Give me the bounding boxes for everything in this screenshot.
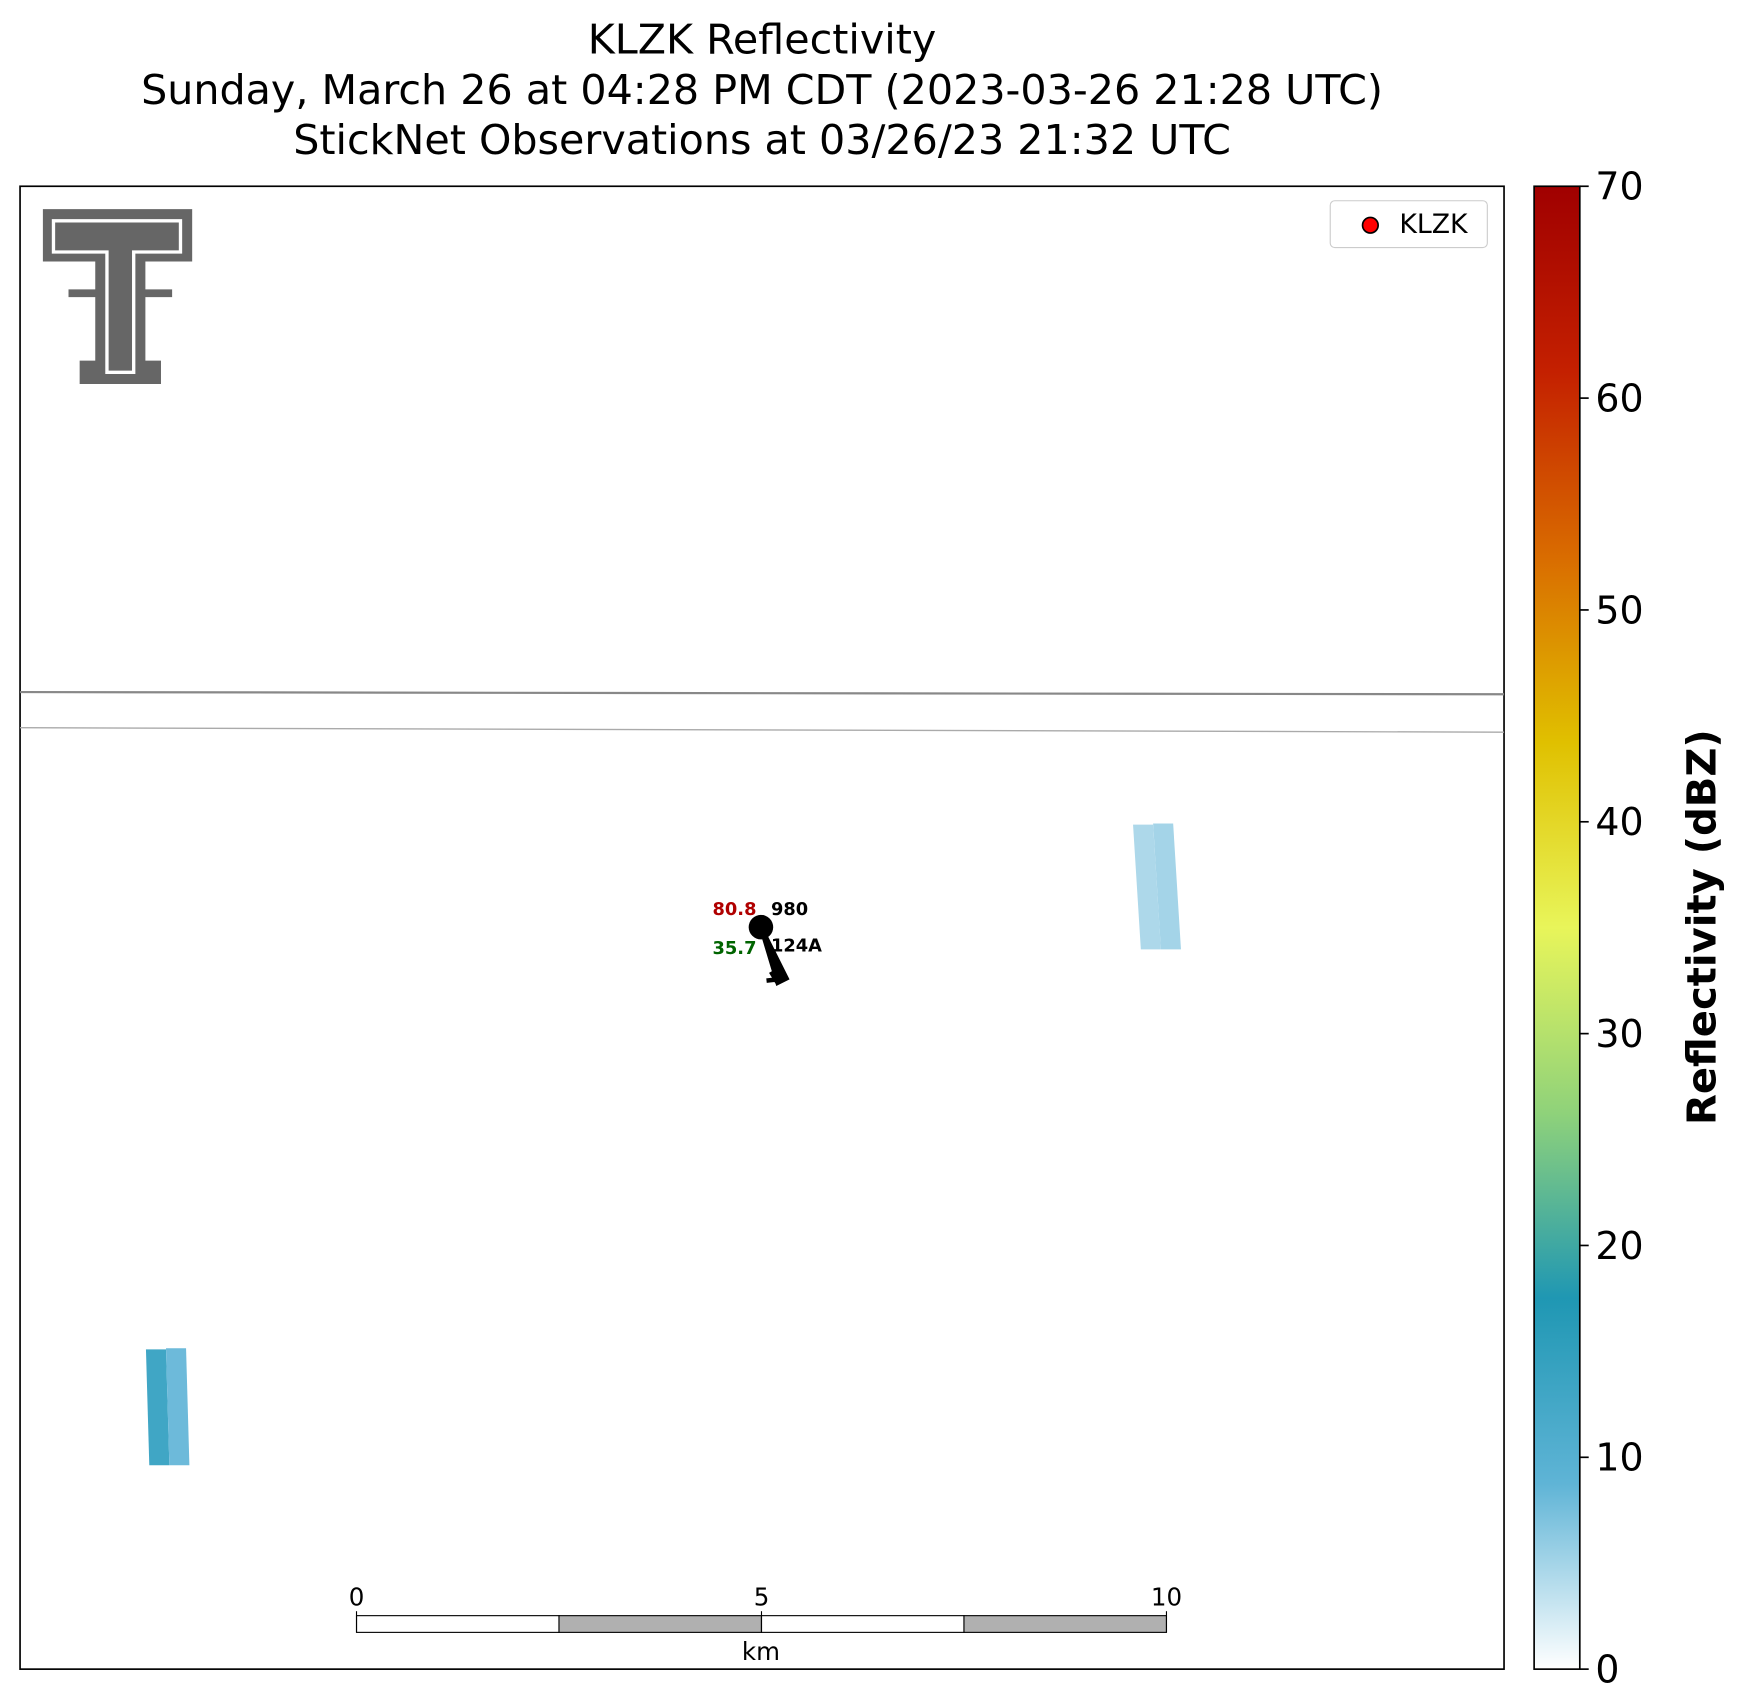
map-border bbox=[20, 690, 1505, 696]
dewpoint: 35.7 bbox=[713, 938, 757, 959]
colorbar-tick-label: 30 bbox=[1595, 1012, 1643, 1056]
legend-marker bbox=[1361, 216, 1379, 234]
scalebar-tick-label: 10 bbox=[1151, 1583, 1182, 1612]
colorbar-tick-label: 70 bbox=[1595, 165, 1643, 209]
legend: KLZK bbox=[1329, 200, 1488, 249]
colorbar-tick-label: 0 bbox=[1595, 1648, 1619, 1692]
reflectivity-cell bbox=[1153, 823, 1181, 950]
colorbar-tick-label: 50 bbox=[1595, 588, 1643, 632]
legend-box bbox=[1329, 200, 1488, 249]
wind-barb bbox=[758, 926, 790, 987]
legend-label: KLZK bbox=[1399, 209, 1469, 240]
reflectivity-cell bbox=[145, 1349, 170, 1466]
scalebar-segment bbox=[963, 1615, 1168, 1633]
colorbar-tick-label: 60 bbox=[1595, 376, 1643, 420]
logo bbox=[39, 205, 196, 388]
scalebar-tick-label: 0 bbox=[349, 1583, 365, 1612]
station-id: 124A bbox=[771, 936, 822, 957]
colorbar-tick-label: 20 bbox=[1595, 1224, 1643, 1268]
reflectivity-cell bbox=[1133, 824, 1161, 950]
map-border bbox=[20, 727, 1505, 733]
reflectivity-cell bbox=[166, 1348, 190, 1466]
subtitle: Sunday, March 26 at 04:28 PM CDT (2023-0… bbox=[141, 66, 1383, 114]
scalebar-segment bbox=[355, 1615, 560, 1633]
colorbar-tick-label: 10 bbox=[1595, 1436, 1643, 1480]
title: KLZK Reflectivity bbox=[588, 16, 937, 64]
scalebar-unit: km bbox=[742, 1637, 780, 1666]
temperature: 80.8 bbox=[713, 899, 757, 920]
scalebar-tick-label: 5 bbox=[754, 1583, 770, 1612]
scalebar-segment bbox=[558, 1615, 763, 1633]
station: 80.8 980 35.7 124A bbox=[713, 899, 822, 987]
colorbar-label: Reflectivity (dBZ) bbox=[1680, 729, 1726, 1125]
station-dot bbox=[748, 914, 774, 940]
subtitle: StickNet Observations at 03/26/23 21:32 … bbox=[293, 116, 1231, 164]
colorbar bbox=[1533, 185, 1581, 1670]
scalebar-segment bbox=[760, 1615, 965, 1633]
pressure: 980 bbox=[771, 899, 808, 920]
colorbar-tick-label: 40 bbox=[1595, 800, 1643, 844]
